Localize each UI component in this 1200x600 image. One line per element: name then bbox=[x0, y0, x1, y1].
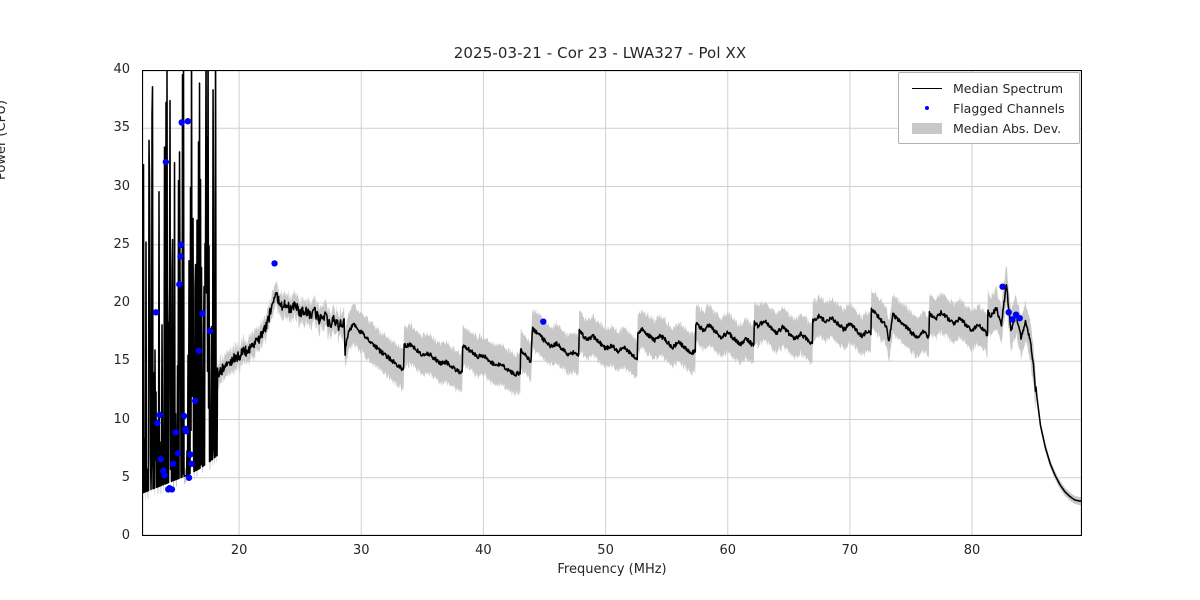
legend-item-median-abs-dev: Median Abs. Dev. bbox=[905, 118, 1073, 138]
x-tick-label: 70 bbox=[841, 543, 859, 558]
legend-item-median-spectrum: Median Spectrum bbox=[905, 78, 1073, 98]
legend-patch-icon bbox=[905, 122, 949, 134]
chart-title: 2025-03-21 - Cor 23 - LWA327 - Pol XX bbox=[453, 44, 747, 62]
x-tick-label: 50 bbox=[597, 543, 614, 558]
y-tick-label: 25 bbox=[113, 236, 130, 252]
x-tick-label: 20 bbox=[230, 543, 248, 558]
y-tick-label: 35 bbox=[113, 120, 130, 136]
legend-label: Flagged Channels bbox=[953, 100, 1065, 116]
legend-dot-icon bbox=[905, 105, 949, 111]
y-tick-label: 5 bbox=[121, 469, 130, 485]
x-tick-label: 30 bbox=[352, 543, 370, 558]
flagged-channels-markers bbox=[152, 118, 1023, 493]
x-tick-label: 60 bbox=[719, 543, 736, 558]
y-axis-label-text: Power (CPU) bbox=[0, 100, 9, 181]
y-tick-label: 40 bbox=[113, 62, 130, 77]
y-tick-label: 30 bbox=[113, 178, 130, 194]
legend-item-flagged-channels: Flagged Channels bbox=[905, 98, 1073, 118]
median-spectrum-line bbox=[142, 70, 1082, 502]
legend: Median Spectrum Flagged Channels Median … bbox=[898, 72, 1080, 144]
legend-label: Median Abs. Dev. bbox=[953, 120, 1062, 136]
y-axis-label: Power (CPU) bbox=[0, 80, 9, 200]
axes-frame bbox=[142, 70, 1082, 536]
y-tick-label: 15 bbox=[113, 353, 130, 369]
x-tick-label: 80 bbox=[963, 543, 981, 558]
x-axis-label: Frequency (MHz) bbox=[557, 562, 667, 577]
y-tick-label: 20 bbox=[113, 295, 130, 310]
y-tick-label: 10 bbox=[113, 411, 130, 427]
y-tick-label: 0 bbox=[121, 528, 130, 543]
legend-label: Median Spectrum bbox=[953, 80, 1064, 96]
x-tick-label: 40 bbox=[475, 543, 492, 558]
legend-line-icon bbox=[905, 87, 949, 89]
